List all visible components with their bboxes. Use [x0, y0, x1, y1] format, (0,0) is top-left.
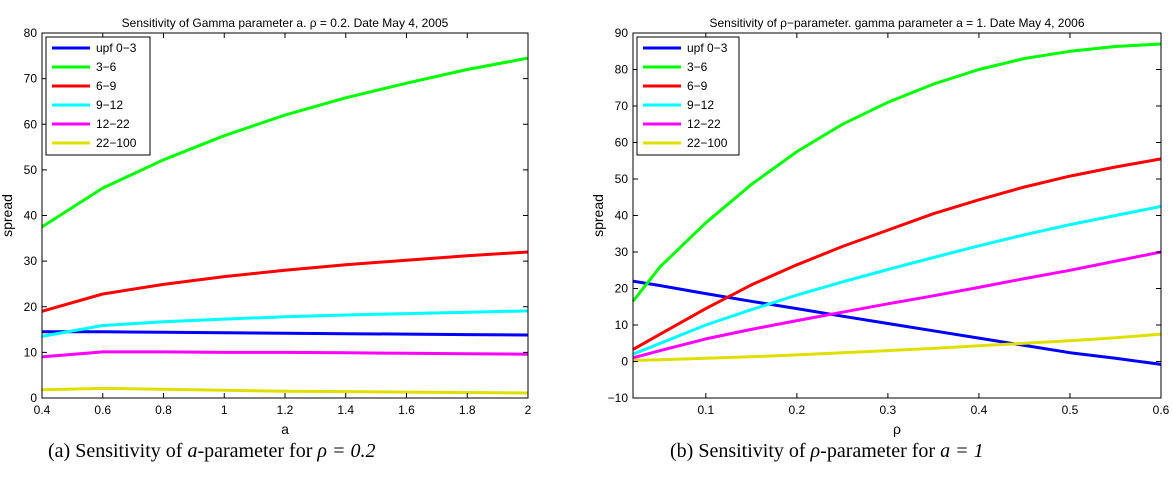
caption-b-expr: a = 1 [940, 440, 984, 462]
chart-a-svg: Sensitivity of Gamma parameter a. ρ = 0.… [0, 16, 532, 437]
chart-a-legend-label-2: 6−9 [96, 79, 117, 93]
chart-b-series-line-5 [632, 332, 1162, 362]
chart-b-series-line-1 [631, 42, 1162, 303]
chart-b-series-line-2 [632, 157, 1162, 351]
chart-b-x-tick-label-5: 0.6 [1153, 403, 1170, 417]
caption-b-prefix: (b) Sensitivity of [670, 440, 811, 462]
chart-a-series-line-5 [41, 386, 529, 395]
chart-a-y-axis-label: spread [0, 194, 15, 237]
caption-a-expr: ρ = 0.2 [317, 440, 376, 462]
caption-b: (b) Sensitivity of ρ-parameter for a = 1 [670, 440, 984, 463]
chart-b-legend-label-2: 6−9 [687, 79, 708, 93]
chart-panel-b: Sensitivity of ρ−parameter. gamma parame… [590, 0, 1172, 490]
caption-a-var: a [187, 440, 198, 462]
chart-a-title: Sensitivity of Gamma parameter a. ρ = 0.… [122, 16, 449, 30]
chart-a-x-tick-label-3: 1 [221, 403, 228, 417]
chart-b-y-axis-label: spread [590, 194, 606, 237]
chart-a-x-tick-label-4: 1.2 [277, 403, 294, 417]
chart-b-legend-label-1: 3−6 [687, 60, 708, 74]
chart-a-y-tick-label-6: 60 [24, 117, 38, 131]
chart-b-series-line-3 [632, 204, 1162, 356]
chart-b-legend-box [636, 36, 740, 156]
chart-a-x-tick-label-7: 1.8 [459, 403, 476, 417]
chart-a-y-tick-label-3: 30 [24, 254, 38, 268]
chart-b-legend-label-3: 9−12 [687, 98, 714, 112]
chart-b-svg: Sensitivity of ρ−parameter. gamma parame… [590, 16, 1170, 437]
chart-a-x-tick-label-2: 0.8 [155, 403, 172, 417]
chart-b-legend-label-0: upf 0−3 [687, 41, 728, 55]
chart-a-series-line-4 [41, 350, 529, 359]
chart-b-y-tick-label-6: 50 [615, 172, 629, 186]
chart-b-y-tick-label-4: 30 [615, 245, 629, 259]
chart-a-legend-label-5: 22−100 [96, 136, 137, 150]
chart-a-y-tick-label-7: 70 [24, 72, 38, 86]
chart-a-x-axis-label: a [281, 421, 289, 437]
chart-b-series-line-0 [632, 279, 1162, 366]
chart-panel-a: Sensitivity of Gamma parameter a. ρ = 0.… [0, 0, 560, 490]
chart-b-y-tick-label-8: 70 [615, 99, 629, 113]
chart-b-x-tick-label-3: 0.4 [971, 403, 988, 417]
chart-a-y-tick-label-8: 80 [24, 26, 38, 40]
chart-b-y-tick-label-3: 20 [615, 282, 629, 296]
chart-a-x-tick-label-8: 2 [525, 403, 532, 417]
chart-a-series-line-3 [41, 309, 529, 338]
caption-b-mid: -parameter for [820, 440, 941, 462]
chart-a-y-tick-label-0: 0 [30, 391, 37, 405]
chart-a-x-tick-label-0: 0.4 [34, 403, 51, 417]
chart-b-legend-label-5: 22−100 [687, 136, 728, 150]
chart-b-x-axis-label: ρ [893, 421, 901, 437]
chart-b-y-tick-label-10: 90 [615, 26, 629, 40]
chart-b-x-tick-label-1: 0.2 [789, 403, 806, 417]
chart-b-y-tick-label-0: −10 [608, 391, 629, 405]
chart-b-y-tick-label-2: 10 [615, 318, 629, 332]
chart-a-legend-box [45, 36, 151, 156]
caption-a-mid: -parameter for [197, 440, 318, 462]
caption-b-var: ρ [810, 440, 821, 462]
chart-b-series-line-4 [632, 250, 1162, 360]
chart-b-legend-label-4: 12−22 [687, 117, 721, 131]
chart-b-x-tick-label-0: 0.1 [697, 403, 714, 417]
chart-a-series-line-2 [41, 250, 529, 313]
chart-a-legend-label-0: upf 0−3 [96, 41, 137, 55]
chart-a-x-tick-label-5: 1.4 [337, 403, 354, 417]
chart-b-x-tick-label-2: 0.3 [880, 403, 897, 417]
chart-b-y-tick-label-9: 80 [615, 63, 629, 77]
chart-b-title: Sensitivity of ρ−parameter. gamma parame… [709, 16, 1084, 30]
chart-a-y-tick-label-1: 10 [24, 345, 38, 359]
chart-a-legend-label-4: 12−22 [96, 117, 130, 131]
chart-b-y-tick-label-5: 40 [615, 209, 629, 223]
chart-a-y-tick-label-2: 20 [24, 300, 38, 314]
chart-a-y-tick-label-4: 40 [24, 209, 38, 223]
chart-a-legend-label-1: 3−6 [96, 60, 117, 74]
chart-a-x-tick-label-6: 1.6 [398, 403, 415, 417]
chart-a-series-line-1 [41, 56, 529, 229]
chart-a-y-tick-label-5: 50 [24, 163, 38, 177]
caption-a-prefix: (a) Sensitivity of [48, 440, 188, 462]
chart-a-x-tick-label-1: 0.6 [94, 403, 111, 417]
chart-b-y-tick-label-7: 60 [615, 136, 629, 150]
chart-b-y-tick-label-1: 0 [621, 355, 628, 369]
chart-b-x-tick-label-4: 0.5 [1062, 403, 1079, 417]
chart-a-legend-label-3: 9−12 [96, 98, 123, 112]
chart-a-series-line-0 [42, 330, 529, 337]
caption-a: (a) Sensitivity of a-parameter for ρ = 0… [48, 440, 375, 463]
